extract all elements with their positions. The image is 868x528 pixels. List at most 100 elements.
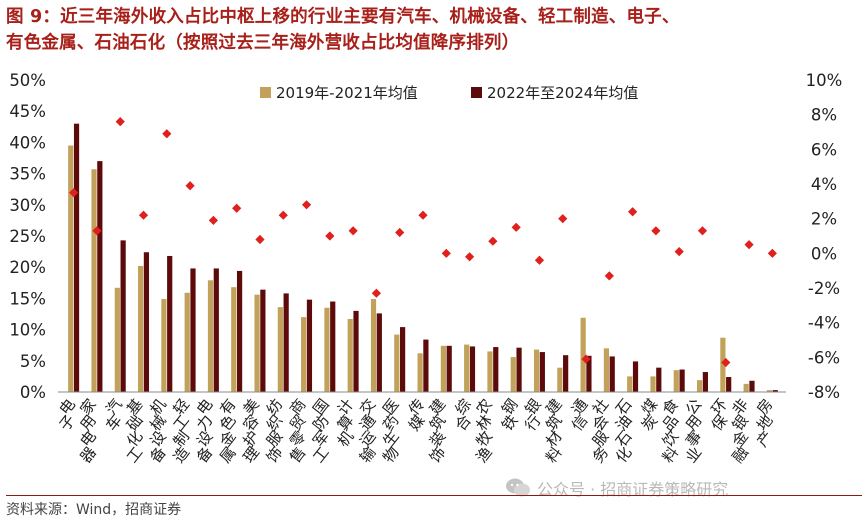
svg-text:行: 行: [521, 411, 544, 434]
bar-2019-2021: [673, 370, 679, 392]
diff-marker: [115, 117, 125, 127]
diff-marker: [208, 215, 218, 225]
bar-2022-2024: [97, 161, 103, 392]
bar-2022-2024: [609, 356, 615, 392]
diff-marker: [92, 226, 102, 236]
wechat-icon: [506, 478, 530, 497]
bar-2019-2021: [231, 287, 237, 392]
bar-2022-2024: [73, 123, 80, 393]
right-tick-label: -2%: [808, 279, 840, 298]
bar-2022-2024: [260, 289, 266, 392]
bar-2019-2021: [347, 318, 353, 392]
bar-2022-2024: [353, 310, 359, 392]
diff-marker: [301, 200, 312, 210]
diff-marker: [488, 236, 498, 246]
left-tick-label: 50%: [9, 71, 46, 90]
right-tick-label: 0%: [811, 244, 837, 263]
category-label: 通信: [568, 395, 591, 434]
diff-marker: [325, 231, 335, 241]
diff-marker: [558, 214, 568, 224]
diff-marker: [395, 227, 405, 238]
diff-marker: [581, 354, 591, 364]
svg-text:料: 料: [542, 443, 565, 466]
source-note: 资料来源：Wind，招商证券: [6, 502, 182, 518]
diff-marker: [674, 247, 684, 257]
diff-marker: [371, 288, 382, 298]
svg-text:子: 子: [56, 411, 79, 434]
left-tick-label: 0%: [20, 383, 46, 402]
svg-text:铁: 铁: [498, 411, 521, 434]
bar-2019-2021: [510, 357, 516, 392]
bar-2019-2021: [580, 317, 586, 392]
diff-marker: [697, 226, 708, 236]
bar-2019-2021: [464, 344, 470, 392]
diff-marker: [185, 181, 195, 191]
bar-2019-2021: [487, 351, 493, 392]
category-label: 有色金属: [216, 395, 239, 466]
diff-marker: [418, 210, 428, 220]
svg-text:造: 造: [170, 443, 193, 466]
category-label: 汽车: [102, 395, 125, 434]
svg-text:饰: 饰: [263, 443, 286, 466]
left-tick-label: 10%: [9, 321, 46, 340]
legend-label-series1: 2019年-2021年均值: [276, 84, 418, 102]
left-tick-label: 40%: [9, 133, 46, 152]
bar-2019-2021: [720, 337, 726, 392]
category-label: 综合: [452, 395, 475, 434]
bar-2022-2024: [516, 347, 522, 392]
bar-2022-2024: [446, 345, 452, 392]
right-tick-label: -6%: [808, 348, 840, 367]
bar-2022-2024: [702, 372, 708, 392]
bar-2022-2024: [656, 367, 662, 392]
category-label: 环保: [708, 395, 731, 434]
diff-marker: [348, 226, 358, 236]
left-tick-label: 30%: [9, 196, 46, 215]
bar-2019-2021: [161, 299, 167, 392]
bar-2019-2021: [370, 299, 377, 392]
svg-text:工: 工: [309, 443, 332, 466]
x-axis: 电子家用电器汽车基础化工机械设备轻工制造电力设备有色金属美容护理纺织服饰商贸零售…: [56, 391, 786, 466]
bar-2019-2021: [766, 390, 773, 392]
bar-2019-2021: [207, 280, 214, 392]
diff-marker: [441, 248, 451, 258]
diff-marker: [721, 357, 731, 368]
svg-text:炭: 炭: [638, 411, 661, 434]
left-tick-label: 35%: [9, 165, 46, 184]
footer-divider: [6, 495, 862, 496]
svg-text:物: 物: [379, 443, 402, 466]
bar-2022-2024: [143, 252, 150, 392]
bar-2019-2021: [627, 376, 633, 392]
bar-2019-2021: [301, 317, 307, 392]
right-tick-label: 10%: [806, 71, 843, 90]
bar-2019-2021: [743, 383, 749, 392]
svg-text:信: 信: [568, 411, 591, 434]
bar-2019-2021: [254, 294, 260, 392]
svg-text:备: 备: [193, 443, 216, 466]
svg-text:料: 料: [659, 443, 682, 466]
bar-2022-2024: [469, 346, 476, 392]
svg-text:保: 保: [708, 411, 731, 434]
left-tick-label: 15%: [9, 289, 46, 308]
bar-2022-2024: [400, 327, 406, 392]
svg-text:器: 器: [76, 443, 99, 466]
diff-marker: [232, 203, 242, 213]
bar-2022-2024: [632, 361, 639, 392]
bar-2022-2024: [679, 369, 685, 392]
diff-marker: [278, 210, 288, 220]
right-tick-label: 2%: [811, 210, 837, 229]
bar-2019-2021: [603, 348, 610, 392]
right-tick-label: 6%: [811, 140, 837, 159]
left-axis: 0% 5% 10% 15% 20% 25% 30% 35% 40% 45% 50%: [9, 71, 46, 402]
bar-2019-2021: [696, 380, 703, 392]
svg-text:机: 机: [334, 427, 357, 450]
category-label: 银行: [521, 395, 544, 434]
category-label: 机械设备: [146, 395, 169, 466]
